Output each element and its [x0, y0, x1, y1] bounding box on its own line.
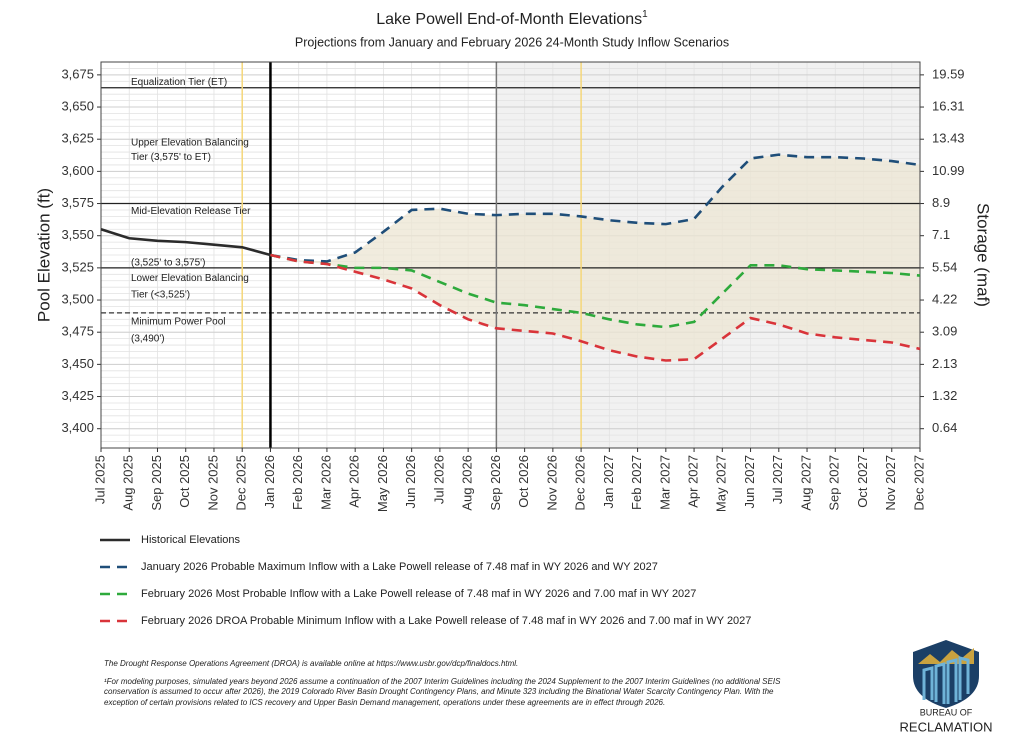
x-tick-label: May 2027 [714, 455, 729, 512]
y-tick-label: 3,675 [61, 66, 94, 81]
footnote: conservation is assumed to occur after 2… [104, 687, 774, 696]
x-tick-label: Jan 2027 [601, 455, 616, 509]
title-note: 1 [642, 9, 648, 20]
y2-tick-label: 5.54 [932, 259, 957, 274]
y-tick-label: 3,600 [61, 163, 94, 178]
y-tick-label: 3,625 [61, 131, 94, 146]
tier-annotation: Lower Elevation Balancing [131, 273, 249, 284]
footnote: The Drought Response Operations Agreemen… [104, 659, 518, 668]
tier-annotation: Mid-Elevation Release Tier [131, 206, 251, 217]
x-tick-label: Sep 2025 [149, 455, 164, 511]
footnote: exception of certain provisions related … [104, 698, 665, 707]
x-tick-label: Apr 2027 [686, 455, 701, 508]
y-tick-label: 3,425 [61, 388, 94, 403]
tier-annotation: (3,490') [131, 333, 165, 344]
tier-annotation: Tier (<3,525') [131, 290, 190, 301]
x-tick-label: Nov 2027 [883, 455, 898, 511]
x-tick-label: Dec 2025 [234, 455, 249, 511]
x-tick-label: Jan 2026 [262, 455, 277, 509]
range-fill [270, 154, 921, 361]
title-text: Lake Powell End-of-Month Elevations [376, 11, 642, 28]
tier-annotation: (3,525' to 3,575') [131, 257, 205, 268]
legend-label: January 2026 Probable Maximum Inflow wit… [141, 561, 658, 573]
y-tick-label: 3,500 [61, 291, 94, 306]
series-line [270, 253, 921, 329]
x-tick-label: Nov 2025 [205, 455, 220, 511]
x-tick-label: Nov 2026 [544, 455, 559, 511]
y-tick-label: 3,525 [61, 259, 94, 274]
logo-stripes [922, 656, 970, 704]
y2-tick-label: 16.31 [932, 98, 965, 113]
y-tick-label: 3,575 [61, 195, 94, 210]
x-tick-label: Feb 2027 [629, 455, 644, 510]
x-tick-label: Apr 2026 [347, 455, 362, 508]
x-tick-label: Dec 2026 [573, 455, 588, 511]
x-tick-label: Jul 2025 [92, 455, 107, 504]
y-tick-label: 3,450 [61, 356, 94, 371]
chart-title: Lake Powell End-of-Month Elevations1 [376, 9, 648, 29]
legend-label: February 2026 DROA Probable Minimum Infl… [141, 615, 751, 627]
y2-tick-label: 19.59 [932, 66, 965, 81]
x-tick-label: Jul 2027 [770, 455, 785, 504]
x-tick-label: Dec 2027 [911, 455, 926, 511]
x-tick-label: Jun 2026 [403, 455, 418, 509]
footnote: ¹For modeling purposes, simulated years … [104, 677, 781, 686]
y-tick-label: 3,400 [61, 420, 94, 435]
logo-text: BUREAU OF [920, 707, 973, 717]
x-tick-label: Mar 2026 [318, 455, 333, 510]
x-tick-label: Aug 2026 [460, 455, 475, 511]
x-tick-label: May 2026 [375, 455, 390, 512]
x-tick-label: Aug 2027 [798, 455, 813, 511]
x-tick-label: Sep 2026 [488, 455, 503, 511]
tier-annotation: Equalization Tier (ET) [131, 77, 227, 88]
tier-annotation: Minimum Power Pool [131, 317, 225, 328]
x-tick-label: Oct 2027 [855, 455, 870, 508]
x-tick-label: Jul 2026 [431, 455, 446, 504]
y-axis-label: Pool Elevation (ft) [34, 188, 53, 322]
series-line [270, 253, 921, 362]
series-line [100, 228, 271, 257]
x-tick-label: Feb 2026 [290, 455, 305, 510]
logo [913, 640, 979, 708]
series-line [270, 153, 921, 263]
chart-subtitle: Projections from January and February 20… [295, 35, 729, 49]
y2-tick-label: 3.09 [932, 324, 957, 339]
y2-tick-label: 4.22 [932, 291, 957, 306]
y2-tick-label: 8.9 [932, 195, 950, 210]
x-tick-label: Jun 2027 [742, 455, 757, 509]
x-tick-label: Oct 2025 [177, 455, 192, 508]
y2-tick-label: 1.32 [932, 388, 957, 403]
x-tick-label: Aug 2025 [121, 455, 136, 511]
x-tick-label: Mar 2027 [657, 455, 672, 510]
y2-tick-label: 0.64 [932, 420, 957, 435]
legend-label: February 2026 Most Probable Inflow with … [141, 588, 696, 600]
tier-annotation: Tier (3,575' to ET) [131, 152, 211, 163]
y-tick-label: 3,550 [61, 227, 94, 242]
plot-frame [100, 61, 921, 449]
y-tick-label: 3,475 [61, 324, 94, 339]
x-tick-label: Oct 2026 [516, 455, 531, 508]
legend-label: Historical Elevations [141, 534, 241, 546]
y-tick-label: 3,650 [61, 98, 94, 113]
y2-tick-label: 10.99 [932, 163, 965, 178]
y2-tick-label: 7.1 [932, 227, 950, 242]
x-tick-label: Sep 2027 [827, 455, 842, 511]
y2-axis-label: Storage (maf) [974, 203, 993, 307]
y2-tick-label: 13.43 [932, 131, 965, 146]
tier-annotation: Upper Elevation Balancing [131, 138, 249, 149]
logo-text: RECLAMATION [900, 719, 993, 734]
y2-tick-label: 2.13 [932, 356, 957, 371]
